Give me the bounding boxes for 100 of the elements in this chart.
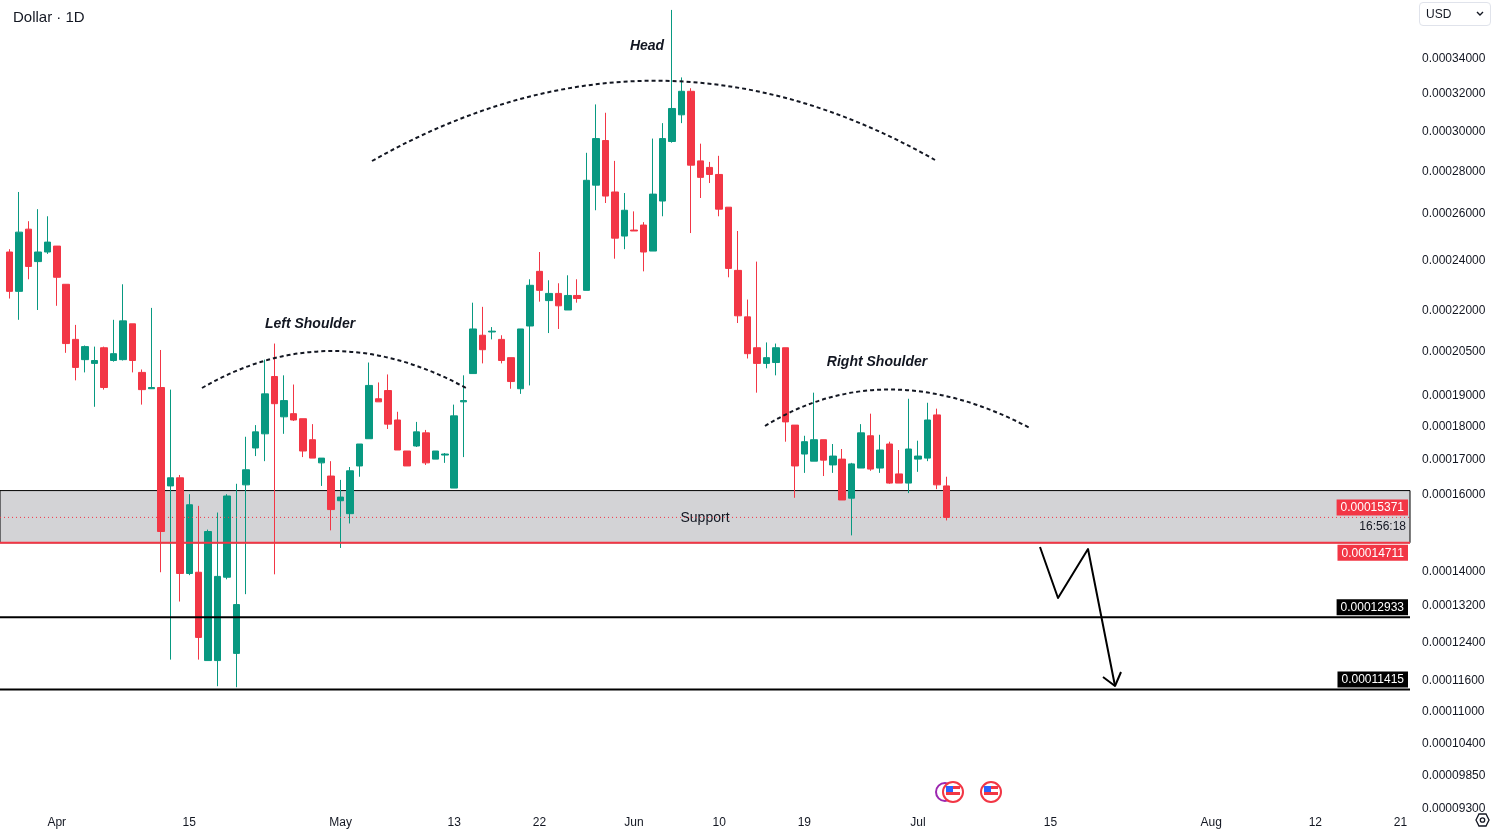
candlestick — [507, 357, 515, 390]
candlestick — [640, 221, 647, 272]
candlestick — [564, 274, 572, 311]
x-tick-label: 21 — [1393, 815, 1408, 829]
x-tick-label: May — [329, 815, 353, 829]
y-tick-label: 0.00034000 — [1422, 51, 1486, 66]
candlestick — [555, 282, 562, 330]
candlestick — [214, 512, 221, 687]
candlestick — [299, 418, 307, 458]
candlestick — [432, 450, 439, 460]
candlestick — [356, 443, 363, 478]
candlestick — [167, 389, 174, 661]
candlestick — [204, 529, 212, 662]
x-tick-label: 22 — [532, 815, 547, 829]
candlestick — [119, 283, 127, 362]
candlestick — [53, 245, 61, 307]
candlestick — [91, 346, 98, 408]
candlestick — [914, 440, 922, 473]
candlestick — [242, 436, 250, 595]
candlestick — [744, 299, 751, 360]
candlestick — [15, 191, 23, 321]
y-tick-label: 0.00028000 — [1422, 163, 1486, 178]
x-tick-label: Apr — [47, 815, 67, 829]
candlestick — [290, 384, 297, 422]
y-tick-label: 0.00018000 — [1422, 419, 1486, 434]
candlestick — [687, 87, 695, 234]
candlestick — [422, 429, 430, 466]
annotation: Right Shoulder — [826, 353, 929, 369]
candlestick — [621, 192, 628, 250]
candlestick — [905, 398, 912, 494]
candlestick — [517, 328, 524, 395]
x-tick-label: 15 — [182, 815, 197, 829]
candlestick — [498, 334, 505, 364]
candlestick — [602, 112, 609, 204]
y-tick-label: 0.00032000 — [1422, 86, 1486, 101]
y-tick-label: 0.00014000 — [1422, 564, 1486, 579]
candlestick — [44, 215, 51, 255]
y-tick-label: 0.00010400 — [1422, 736, 1486, 751]
candlestick — [782, 347, 789, 443]
candlestick — [801, 435, 808, 474]
candlestick — [186, 493, 193, 576]
candlestick — [791, 424, 799, 499]
candlestick — [337, 479, 344, 549]
text: Dollar · 1D — [13, 8, 85, 25]
y-tick-label: 0.00030000 — [1422, 123, 1486, 138]
candlestick — [252, 424, 259, 457]
candlestick — [309, 423, 316, 459]
candlestick — [867, 413, 874, 472]
candlestick — [403, 450, 411, 467]
candlestick — [659, 122, 666, 217]
y-tick-label: 0.00013200 — [1422, 598, 1486, 613]
candlestick — [62, 283, 70, 354]
candlestick — [715, 155, 723, 217]
candlestick — [649, 138, 657, 252]
candlestick — [148, 307, 155, 390]
x-tick-label: 12 — [1308, 815, 1323, 829]
x-tick-label: 19 — [797, 815, 812, 829]
candlestick — [280, 374, 288, 435]
candlestick — [488, 326, 496, 340]
candlestick — [886, 441, 893, 485]
candlestick — [545, 279, 553, 334]
candlestick — [100, 346, 108, 391]
annotation: Left Shoulder — [264, 315, 357, 331]
candlestick — [829, 443, 837, 474]
candlestick — [384, 373, 392, 430]
candlestick — [678, 76, 685, 124]
candlestick — [25, 220, 32, 280]
candlestick — [857, 423, 865, 469]
candlestick — [413, 421, 420, 448]
text: USD — [1426, 7, 1452, 21]
candlestick — [233, 483, 240, 688]
x-tick-label: 13 — [447, 815, 462, 829]
y-tick-label: 0.00019000 — [1422, 387, 1486, 402]
x-tick-label: Aug — [1200, 815, 1222, 829]
x-tick-label: 10 — [712, 815, 727, 829]
candlestick — [592, 103, 600, 211]
candlestick — [479, 306, 486, 364]
candlestick — [611, 160, 619, 260]
candlestick — [526, 278, 534, 386]
x-tick-label: 15 — [1043, 815, 1058, 829]
candlestick — [72, 324, 79, 381]
x-tick-label: Jul — [910, 815, 926, 829]
candlestick — [365, 362, 373, 440]
y-tick-label: 0.00009850 — [1422, 767, 1486, 782]
y-tick-label: 0.00012400 — [1422, 634, 1486, 649]
candlestick — [924, 402, 931, 462]
candlestick — [81, 345, 89, 373]
candlestick — [772, 343, 780, 376]
y-tick-label: 0.00024000 — [1422, 252, 1486, 267]
candlestick — [848, 462, 855, 536]
candlestick — [725, 206, 732, 278]
candlestick — [460, 374, 467, 458]
candlestick — [763, 341, 770, 369]
candlestick — [6, 248, 13, 300]
candlestick — [753, 261, 761, 394]
y-tick-label: 0.00011000 — [1422, 703, 1485, 718]
band-label: Support — [680, 508, 730, 525]
candlestick — [394, 411, 401, 451]
annotation: 16:56:18 — [1359, 519, 1407, 533]
candlestick — [536, 251, 543, 303]
